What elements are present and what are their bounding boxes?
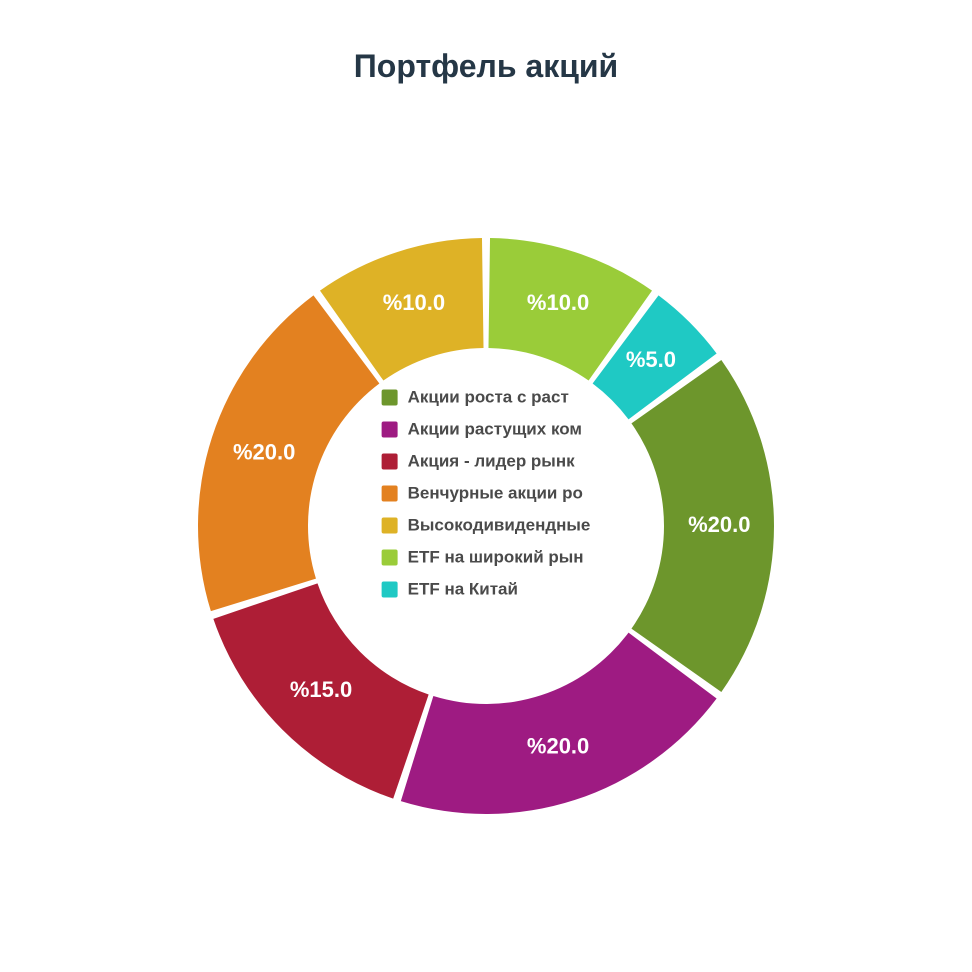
- slice-label: %10.0: [527, 290, 589, 315]
- donut-slice: [401, 633, 717, 814]
- legend-item: Высокодивидендные: [382, 515, 591, 535]
- legend-label: ETF на широкий рын: [408, 547, 584, 567]
- legend-label: ETF на Китай: [408, 579, 518, 599]
- legend-swatch: [382, 517, 398, 533]
- legend-item: Акции роста с раст: [382, 387, 591, 407]
- legend-item: Акции растущих ком: [382, 419, 591, 439]
- legend-label: Акции растущих ком: [408, 419, 582, 439]
- legend-item: ETF на Китай: [382, 579, 591, 599]
- legend-swatch: [382, 581, 398, 597]
- legend-label: Акции роста с раст: [408, 387, 569, 407]
- legend-label: Венчурные акции ро: [408, 483, 583, 503]
- legend-item: ETF на широкий рын: [382, 547, 591, 567]
- legend-swatch: [382, 421, 398, 437]
- slice-label: %5.0: [626, 347, 676, 372]
- legend-swatch: [382, 453, 398, 469]
- slice-label: %20.0: [233, 440, 295, 465]
- slice-label: %10.0: [383, 290, 445, 315]
- chart-legend: Акции роста с раст Акции растущих ком Акци…: [382, 387, 591, 611]
- legend-swatch: [382, 549, 398, 565]
- slice-label: %20.0: [688, 512, 750, 537]
- slice-label: %15.0: [290, 677, 352, 702]
- legend-swatch: [382, 389, 398, 405]
- legend-item: Венчурные акции ро: [382, 483, 591, 503]
- legend-item: Акция - лидер рынк: [382, 451, 591, 471]
- legend-swatch: [382, 485, 398, 501]
- legend-label: Акция - лидер рынк: [408, 451, 575, 471]
- slice-label: %20.0: [527, 734, 589, 759]
- chart-page: Портфель акций %10.0%20.0%15.0%20.0%20.0…: [0, 0, 972, 972]
- legend-label: Высокодивидендные: [408, 515, 591, 535]
